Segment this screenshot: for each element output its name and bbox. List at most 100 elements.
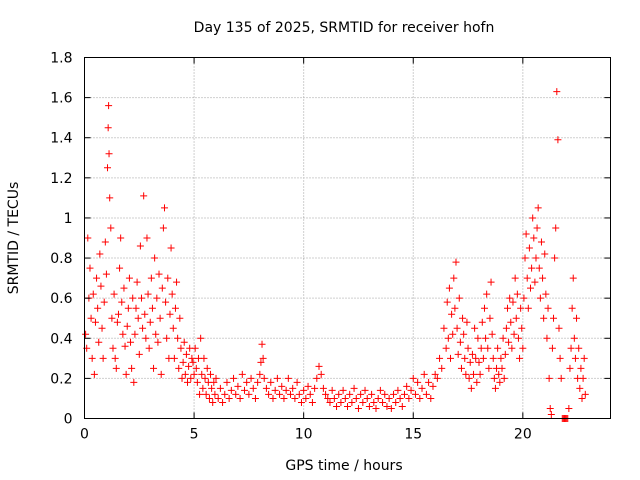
data-point — [273, 374, 281, 382]
data-point — [414, 378, 422, 386]
data-point — [333, 402, 341, 410]
data-point — [258, 340, 266, 348]
data-point — [536, 294, 544, 302]
data-point — [477, 344, 485, 352]
data-point — [128, 364, 136, 372]
data-point — [425, 378, 433, 386]
data-point — [238, 370, 246, 378]
data-point — [203, 364, 211, 372]
data-point — [144, 290, 152, 298]
data-point — [370, 398, 378, 406]
data-point — [499, 334, 507, 342]
data-point — [315, 362, 323, 370]
data-point — [528, 264, 536, 272]
data-point — [293, 378, 301, 386]
data-point — [464, 344, 472, 352]
data-point — [188, 354, 196, 362]
data-point — [470, 370, 478, 378]
data-point — [201, 374, 209, 382]
data-point — [328, 386, 336, 394]
data-point — [346, 390, 354, 398]
data-point — [431, 370, 439, 378]
data-point — [551, 254, 559, 262]
data-point — [269, 394, 277, 402]
data-point — [95, 338, 103, 346]
data-point — [519, 344, 527, 352]
data-point — [124, 304, 132, 312]
y-tick-label: 1.2 — [50, 171, 72, 187]
data-point — [109, 344, 117, 352]
data-point — [422, 390, 430, 398]
data-point — [191, 344, 199, 352]
data-point — [478, 318, 486, 326]
data-point — [185, 362, 193, 370]
data-point — [451, 304, 459, 312]
data-point — [541, 250, 549, 258]
data-point — [157, 370, 165, 378]
data-point — [295, 390, 303, 398]
data-point — [500, 374, 508, 382]
y-tick-label: 0 — [64, 412, 73, 428]
data-point — [114, 310, 122, 318]
data-point — [473, 378, 481, 386]
data-point — [427, 394, 435, 402]
data-point — [466, 358, 474, 366]
data-point — [151, 254, 159, 262]
y-tick-label: 0.6 — [50, 291, 72, 307]
data-point — [82, 330, 90, 338]
data-point — [110, 290, 118, 298]
data-point — [442, 344, 450, 352]
data-point — [533, 224, 541, 232]
data-point — [167, 244, 175, 252]
data-point — [300, 386, 308, 394]
data-point — [173, 278, 181, 286]
data-point — [214, 394, 222, 402]
data-point — [99, 354, 107, 362]
data-point — [140, 192, 148, 200]
data-point — [142, 334, 150, 342]
data-point — [450, 274, 458, 282]
data-point — [539, 274, 547, 282]
data-point — [554, 136, 562, 144]
data-point — [249, 384, 257, 392]
data-point — [531, 278, 539, 286]
data-point — [350, 384, 358, 392]
data-point — [374, 394, 382, 402]
data-point — [243, 378, 251, 386]
data-point — [484, 344, 492, 352]
data-point — [542, 290, 550, 298]
data-point — [361, 386, 369, 394]
data-point — [368, 390, 376, 398]
data-point — [537, 238, 545, 246]
data-point — [546, 404, 554, 412]
data-point — [90, 370, 98, 378]
data-point — [573, 314, 581, 322]
data-point — [485, 364, 493, 372]
data-point — [497, 354, 505, 362]
data-point — [256, 370, 264, 378]
data-point — [544, 304, 552, 312]
data-point — [176, 314, 184, 322]
chart-title: Day 135 of 2025, SRMTID for receiver hof… — [194, 20, 495, 36]
data-point — [465, 374, 473, 382]
data-point — [459, 314, 467, 322]
data-point — [127, 338, 135, 346]
data-point — [101, 238, 109, 246]
data-point — [436, 354, 444, 362]
data-point — [578, 394, 586, 402]
data-point — [125, 274, 133, 282]
data-point — [520, 294, 528, 302]
data-point — [565, 404, 573, 412]
data-point — [93, 274, 101, 282]
data-point — [227, 386, 235, 394]
data-point — [262, 384, 270, 392]
data-point — [525, 244, 533, 252]
data-point — [335, 390, 343, 398]
data-point — [166, 310, 174, 318]
data-point — [117, 234, 125, 242]
data-point — [496, 378, 504, 386]
data-point — [545, 374, 553, 382]
data-point — [524, 304, 532, 312]
data-point — [407, 386, 415, 394]
data-point — [159, 224, 167, 232]
